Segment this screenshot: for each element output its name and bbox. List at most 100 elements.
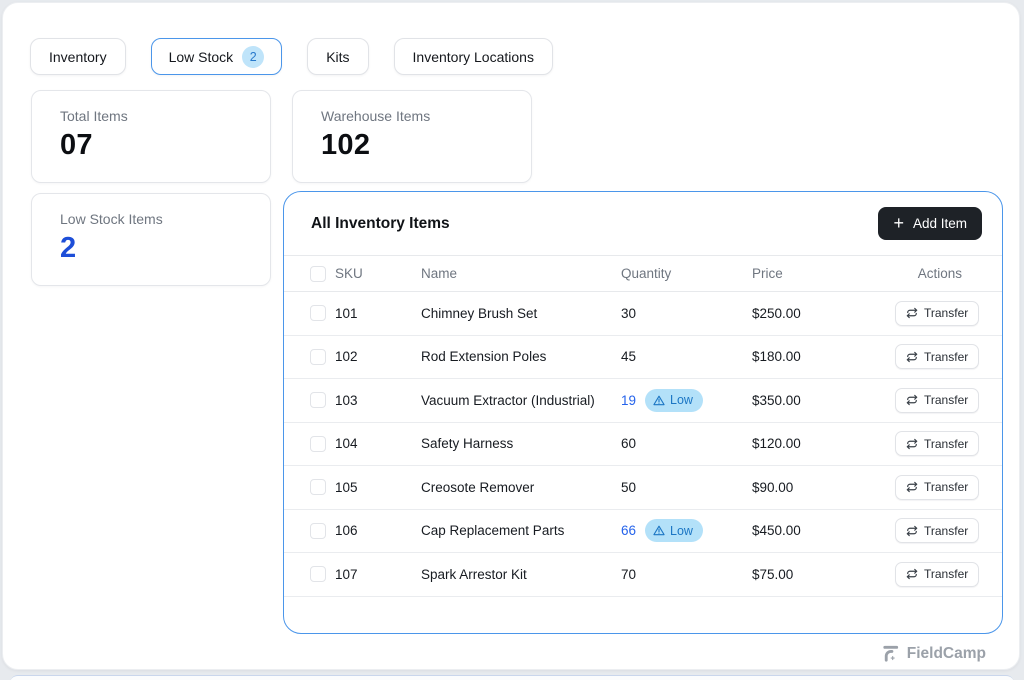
app-card: Inventory Low Stock 2 Kits Inventory Loc… (2, 2, 1020, 670)
transfer-button[interactable]: Transfer (895, 518, 980, 544)
inventory-panel: All Inventory Items + Add Item SKU Name … (283, 191, 1003, 634)
cell-quantity: 19 Low (621, 388, 752, 412)
add-item-label: Add Item (912, 216, 967, 231)
table-row: 101 Chimney Brush Set 30 $250.00 Transfe… (284, 292, 1002, 336)
page-edge-strip (10, 675, 1014, 680)
cell-sku: 104 (335, 436, 358, 452)
quantity-value: 70 (621, 566, 637, 582)
transfer-label: Transfer (924, 567, 969, 582)
transfer-label: Transfer (924, 480, 969, 495)
tab-label: Low Stock (168, 48, 234, 65)
tab-label: Inventory Locations (412, 48, 534, 65)
transfer-arrows-icon (906, 438, 918, 449)
quantity-value: 45 (621, 349, 637, 365)
low-badge-label: Low (670, 523, 693, 538)
table-row: 103 Vacuum Extractor (Industrial) 19 Low… (284, 379, 1002, 423)
panel-header: All Inventory Items + Add Item (284, 192, 1002, 256)
transfer-arrows-icon (906, 395, 918, 406)
tab-low-stock[interactable]: Low Stock 2 (150, 38, 283, 75)
tab-kits[interactable]: Kits (307, 38, 369, 75)
column-header-price: Price (752, 266, 783, 281)
cell-price: $450.00 (752, 523, 801, 539)
transfer-button[interactable]: Transfer (895, 387, 980, 413)
quantity-value: 66 (621, 523, 637, 539)
transfer-label: Transfer (924, 306, 969, 321)
stat-value: 2 (60, 232, 77, 264)
cell-quantity: 45 (621, 349, 752, 364)
cell-name: Rod Extension Poles (421, 349, 547, 365)
quantity-value: 30 (621, 305, 637, 321)
transfer-arrows-icon (906, 351, 918, 362)
table-row: 104 Safety Harness 60 $120.00 Transfer (284, 423, 1002, 466)
select-all-checkbox[interactable] (310, 265, 326, 282)
cell-sku: 101 (335, 305, 358, 321)
transfer-button[interactable]: Transfer (895, 474, 980, 500)
row-checkbox[interactable] (310, 566, 326, 583)
cell-sku: 106 (335, 523, 358, 539)
column-header-actions: Actions (917, 266, 962, 281)
cell-name: Creosote Remover (421, 479, 535, 495)
table-row: 107 Spark Arrestor Kit 70 $75.00 Transfe… (284, 553, 1002, 597)
add-item-button[interactable]: + Add Item (878, 207, 982, 240)
transfer-button[interactable]: Transfer (895, 561, 980, 587)
plus-icon: + (893, 213, 904, 233)
cell-sku: 107 (335, 566, 358, 582)
column-header-name: Name (421, 266, 458, 281)
cell-sku: 105 (335, 479, 358, 495)
column-header-sku: SKU (335, 266, 363, 281)
stat-card-low-stock-items: Low Stock Items 2 (31, 193, 271, 286)
row-checkbox[interactable] (310, 392, 326, 409)
table-row: 106 Cap Replacement Parts 66 Low $450.00… (284, 510, 1002, 553)
quantity-value: 19 (621, 392, 637, 408)
panel-title: All Inventory Items (311, 214, 450, 232)
transfer-label: Transfer (924, 523, 969, 538)
transfer-button[interactable]: Transfer (895, 431, 980, 457)
brand-logo: FieldCamp (881, 644, 986, 663)
table-row: 105 Creosote Remover 50 $90.00 Transfer (284, 466, 1002, 510)
transfer-button[interactable]: Transfer (895, 300, 980, 326)
quantity-value: 60 (621, 436, 637, 452)
row-checkbox[interactable] (310, 522, 326, 539)
brand-name: FieldCamp (906, 644, 986, 662)
table-row: 102 Rod Extension Poles 45 $180.00 Trans… (284, 336, 1002, 379)
stat-label: Low Stock Items (60, 211, 163, 227)
transfer-arrows-icon (906, 308, 918, 319)
transfer-label: Transfer (924, 393, 969, 408)
cell-name: Vacuum Extractor (Industrial) (421, 392, 595, 408)
cell-sku: 103 (335, 392, 358, 408)
transfer-arrows-icon (906, 525, 918, 536)
tab-label: Kits (326, 48, 350, 65)
table-body: 101 Chimney Brush Set 30 $250.00 Transfe… (284, 292, 1002, 597)
tab-inventory[interactable]: Inventory (30, 38, 126, 75)
transfer-button[interactable]: Transfer (895, 344, 980, 370)
tab-count-badge: 2 (242, 45, 265, 68)
stat-label: Warehouse Items (321, 108, 431, 124)
cell-name: Safety Harness (421, 436, 514, 452)
cell-name: Chimney Brush Set (421, 305, 538, 321)
low-stock-badge: Low (645, 388, 703, 412)
stat-card-warehouse-items: Warehouse Items 102 (292, 90, 532, 183)
stat-value: 07 (60, 129, 93, 161)
cell-name: Cap Replacement Parts (421, 523, 565, 539)
tab-inventory-locations[interactable]: Inventory Locations (393, 38, 553, 75)
cell-price: $75.00 (752, 566, 794, 582)
row-checkbox[interactable] (310, 435, 326, 452)
transfer-arrows-icon (906, 482, 918, 493)
transfer-arrows-icon (906, 569, 918, 580)
row-checkbox[interactable] (310, 479, 326, 496)
cell-quantity: 70 (621, 567, 752, 582)
fieldcamp-icon (883, 645, 898, 662)
transfer-label: Transfer (924, 349, 969, 364)
stat-value: 102 (321, 129, 371, 161)
column-header-quantity: Quantity (621, 266, 672, 281)
cell-quantity: 50 (621, 480, 752, 495)
cell-quantity: 66 Low (621, 519, 752, 543)
table-header-row: SKU Name Quantity Price Actions (284, 256, 1002, 292)
low-badge-label: Low (670, 393, 693, 408)
row-checkbox[interactable] (310, 305, 326, 322)
low-stock-badge: Low (645, 519, 703, 543)
cell-price: $250.00 (752, 305, 801, 321)
row-checkbox[interactable] (310, 348, 326, 365)
cell-price: $180.00 (752, 349, 801, 365)
